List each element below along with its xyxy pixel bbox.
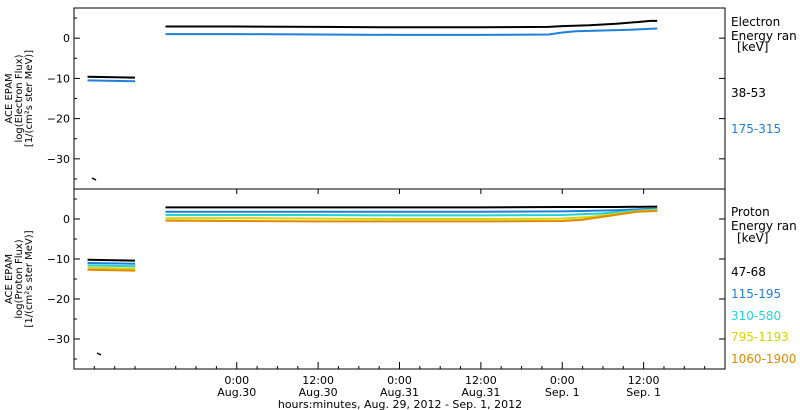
proton-legend-item: 47-68 bbox=[731, 265, 766, 279]
electron-legend-title: Energy ran bbox=[731, 29, 797, 43]
proton-ylabel-line: ACE EPAM bbox=[4, 254, 15, 304]
proton-legend-item: 310-580 bbox=[731, 309, 781, 323]
xtick-label-time: 12:00 bbox=[465, 374, 497, 387]
electron-legend-item: 175-315 bbox=[731, 122, 781, 136]
electron-series-1 bbox=[87, 27, 658, 83]
proton-series-early-segment bbox=[87, 268, 136, 272]
proton-series-line bbox=[165, 208, 658, 217]
proton-series-3 bbox=[87, 209, 658, 270]
electron-ylabel-line: log(Electron Flux) bbox=[14, 54, 25, 142]
proton-series-early-segment bbox=[87, 266, 136, 270]
xtick-label-date: Aug.30 bbox=[299, 386, 338, 399]
xtick-label-time: 12:00 bbox=[302, 374, 334, 387]
proton-series-line bbox=[165, 210, 658, 223]
xtick-label-date: Sep. 1 bbox=[545, 386, 580, 399]
proton-series-4 bbox=[87, 210, 658, 272]
proton-series-early-segment bbox=[87, 264, 136, 268]
x-axis-label: hours:minutes, Aug. 29, 2012 - Sep. 1, 2… bbox=[278, 398, 522, 410]
electron-ylabel-line: ACE EPAM bbox=[4, 73, 15, 123]
xtick-label-date: Aug.31 bbox=[461, 386, 500, 399]
electron-series-line bbox=[165, 19, 658, 29]
proton-series-early-segment bbox=[87, 262, 136, 265]
proton-legend-item: 795-1193 bbox=[731, 330, 789, 344]
electron-series-line bbox=[165, 27, 658, 36]
proton-ytick-label: −30 bbox=[47, 333, 70, 346]
proton-series-0 bbox=[87, 205, 658, 262]
electron-panel: 0 −10 −20 −30 ACE EPAM log(Electron Flux) [1/(… bbox=[4, 7, 797, 190]
xtick-label-time: 12:00 bbox=[628, 374, 660, 387]
proton-legend-item: 1060-1900 bbox=[731, 352, 796, 366]
proton-ytick-label: 0 bbox=[63, 213, 70, 226]
proton-ytick-label: −10 bbox=[47, 253, 70, 266]
proton-ytick-label: −20 bbox=[47, 293, 70, 306]
electron-legend-title: [keV] bbox=[737, 40, 768, 54]
proton-stray-mark bbox=[96, 352, 102, 356]
electron-series-early-segment bbox=[87, 79, 136, 83]
xtick-label-time: 0:00 bbox=[550, 374, 575, 387]
proton-series-2 bbox=[87, 208, 658, 268]
proton-legend-item: 115-195 bbox=[731, 287, 781, 301]
electron-legend-item: 38-53 bbox=[731, 86, 766, 100]
proton-panel: 0 −10 −20 −30 ACE EPAM log(Proton Flux) [1/(cm… bbox=[4, 188, 797, 370]
proton-legend-title: Energy ran bbox=[731, 219, 797, 233]
proton-series-early-segment bbox=[87, 258, 136, 262]
proton-series-line bbox=[165, 207, 658, 213]
proton-series-1 bbox=[87, 207, 658, 265]
xtick-label-date: Sep. 1 bbox=[626, 386, 661, 399]
x-axis: 0:00Aug.3012:00Aug.300:00Aug.3112:00Aug.… bbox=[93, 189, 706, 410]
xtick-label-time: 0:00 bbox=[387, 374, 412, 387]
proton-ylabel-line: log(Proton Flux) bbox=[14, 239, 25, 318]
electron-ytick-label: −30 bbox=[47, 153, 70, 166]
xtick-label-date: Aug.31 bbox=[380, 386, 419, 399]
xtick-label-time: 0:00 bbox=[224, 374, 249, 387]
proton-series-line bbox=[165, 205, 658, 209]
proton-legend-title: Proton bbox=[731, 205, 770, 219]
electron-series-0 bbox=[87, 19, 658, 79]
xtick-label-date: Aug.30 bbox=[217, 386, 256, 399]
electron-stray-mark bbox=[91, 177, 97, 181]
proton-legend-title: [keV] bbox=[737, 231, 768, 245]
proton-ylabel-line: [1/(cm²s ster MeV)] bbox=[24, 230, 35, 327]
electron-ytick-label: −20 bbox=[47, 113, 70, 126]
electron-ytick-label: 0 bbox=[63, 32, 70, 45]
electron-series-early-segment bbox=[87, 75, 136, 79]
electron-legend-title: Electron bbox=[731, 15, 780, 29]
electron-ylabel-line: [1/(cm²s ster MeV)] bbox=[24, 50, 35, 147]
electron-ytick-label: −10 bbox=[47, 72, 70, 85]
